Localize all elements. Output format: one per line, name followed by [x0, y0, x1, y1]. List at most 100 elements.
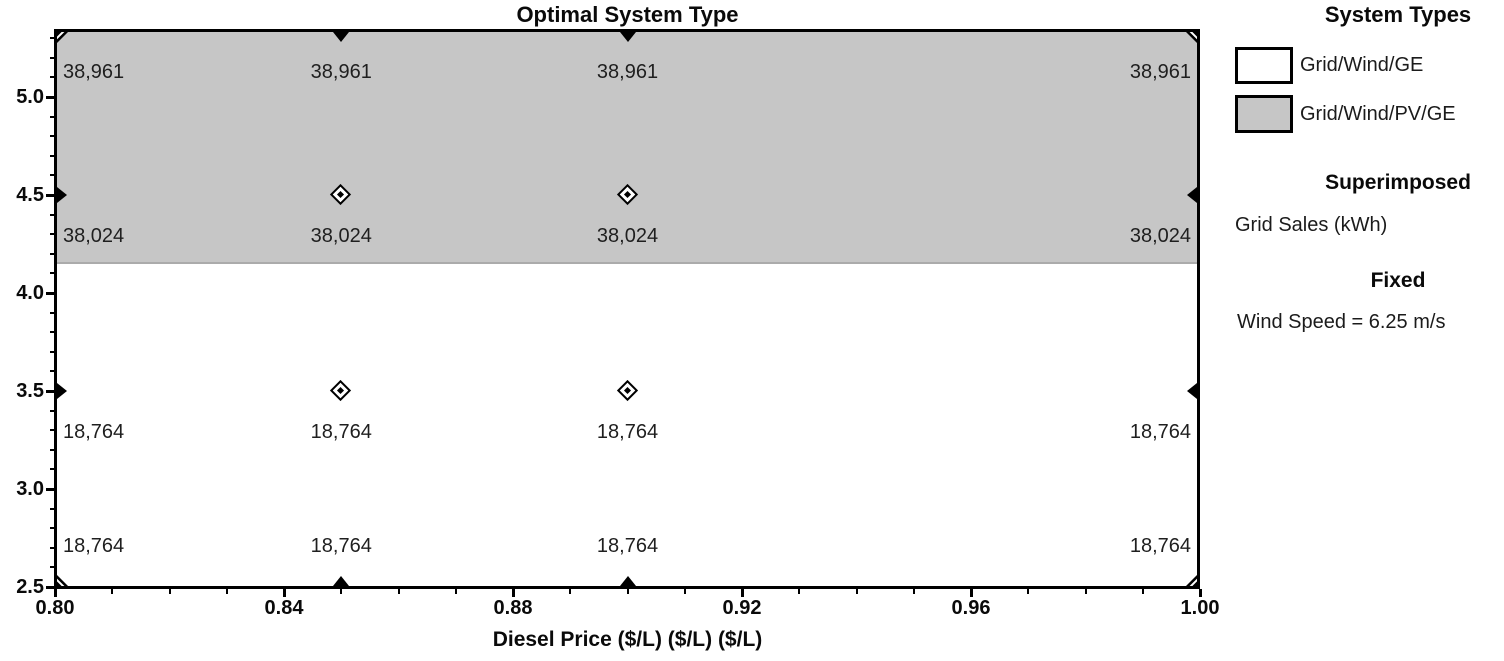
y-minor-tick: [50, 213, 54, 216]
x-minor-tick: [1084, 589, 1087, 594]
grid-sales-label: 38,024: [63, 225, 125, 247]
x-tick-label: 0.96: [951, 597, 991, 619]
legend-superimposed-value: Grid Sales (kWh): [1235, 214, 1388, 236]
y-major-tick: [46, 389, 54, 393]
y-tick-label: 4.5: [16, 184, 44, 206]
y-minor-tick: [50, 527, 54, 530]
grid-sales-label: 18,764: [310, 421, 372, 443]
x-minor-tick: [397, 589, 400, 594]
y-minor-tick: [50, 174, 54, 177]
corner-marker: [1186, 32, 1197, 43]
legend-swatch-grid-wind-pv-ge: [1235, 95, 1293, 133]
edge-marker-right: [57, 383, 67, 399]
y-minor-tick: [50, 37, 54, 40]
y-tick-label: 4.0: [16, 282, 44, 304]
grid-sales-label: 38,961: [1129, 61, 1191, 83]
plot-right-border: [1197, 29, 1200, 589]
x-minor-tick: [454, 589, 457, 594]
x-major-tick: [511, 589, 515, 597]
y-tick-label: 5.0: [16, 86, 44, 108]
x-major-tick: [740, 589, 744, 597]
y-major-tick: [46, 487, 54, 491]
grid-sales-label: 38,024: [310, 225, 372, 247]
chart-title: Optimal System Type: [516, 2, 739, 27]
y-minor-tick: [50, 135, 54, 138]
y-minor-tick: [50, 566, 54, 569]
y-minor-tick: [50, 272, 54, 275]
x-minor-tick: [111, 589, 114, 594]
y-minor-tick: [50, 76, 54, 79]
y-tick-label: 3.0: [16, 478, 44, 500]
region-grid-wind-ge: [57, 263, 1197, 586]
legend-swatch-grid-wind-ge: [1235, 47, 1293, 84]
grid-sales-label: 18,764: [596, 535, 659, 557]
grid-sales-label: 38,961: [63, 61, 125, 83]
y-axis-line: [54, 29, 57, 589]
y-minor-tick: [50, 56, 54, 59]
x-tick-label: 0.92: [722, 597, 762, 619]
grid-sales-label: 18,764: [310, 535, 372, 557]
y-minor-tick: [50, 429, 54, 432]
x-minor-tick: [683, 589, 686, 594]
x-major-tick: [969, 589, 973, 597]
y-minor-tick: [50, 311, 54, 314]
y-minor-tick: [50, 468, 54, 471]
grid-sales-label: 38,024: [1129, 225, 1191, 247]
legend-label-grid-wind-ge: Grid/Wind/GE: [1300, 54, 1424, 76]
plot-top-border: [54, 29, 1200, 32]
y-major-tick: [46, 193, 54, 197]
grid-sales-label: 38,961: [596, 61, 659, 83]
x-tick-label: 0.80: [35, 597, 75, 619]
corner-marker: [1186, 575, 1197, 586]
y-tick-label: 3.5: [16, 380, 44, 402]
legend-heading-system-types: System Types: [1324, 2, 1472, 27]
y-minor-tick: [50, 233, 54, 236]
edge-marker-left: [1187, 383, 1197, 399]
x-axis-title: Diesel Price ($/L) ($/L) ($/L): [492, 628, 763, 651]
x-major-tick: [1198, 589, 1202, 597]
x-tick-label: 1.00: [1180, 597, 1220, 619]
x-minor-tick: [569, 589, 572, 594]
x-minor-tick: [1141, 589, 1144, 594]
y-major-tick: [46, 291, 54, 295]
y-minor-tick: [50, 507, 54, 510]
x-minor-tick: [798, 589, 801, 594]
x-tick-label: 0.84: [264, 597, 304, 619]
grid-sales-label: 38,961: [310, 61, 372, 83]
x-minor-tick: [626, 589, 629, 594]
y-minor-tick: [50, 448, 54, 451]
grid-sales-label: 18,764: [63, 421, 125, 443]
x-minor-tick: [340, 589, 343, 594]
y-minor-tick: [50, 115, 54, 118]
y-minor-tick: [50, 370, 54, 373]
y-major-tick: [46, 95, 54, 99]
grid-sales-label: 18,764: [596, 421, 659, 443]
y-minor-tick: [50, 546, 54, 549]
edge-marker-up: [619, 576, 636, 586]
y-major-tick: [46, 585, 54, 589]
y-minor-tick: [50, 409, 54, 412]
edge-marker-up: [333, 576, 350, 586]
grid-sales-label: 18,764: [63, 535, 125, 557]
y-minor-tick: [50, 331, 54, 334]
grid-sales-label: 38,024: [596, 225, 659, 247]
x-major-tick: [53, 589, 57, 597]
region-grid-wind-pv-ge: [57, 32, 1197, 264]
y-minor-tick: [50, 154, 54, 157]
grid-sales-label: 18,764: [1129, 535, 1191, 557]
x-tick-label: 0.88: [493, 597, 533, 619]
edge-marker-down: [619, 32, 636, 42]
x-minor-tick: [168, 589, 171, 594]
y-tick-label: 2.5: [16, 576, 44, 598]
edge-marker-right: [57, 187, 67, 203]
legend-heading-superimposed: Superimposed: [1325, 171, 1471, 194]
x-major-tick: [282, 589, 286, 597]
y-minor-tick: [50, 252, 54, 255]
legend-label-grid-wind-pv-ge: Grid/Wind/PV/GE: [1300, 103, 1456, 125]
x-axis-line: [54, 586, 1200, 589]
y-minor-tick: [50, 350, 54, 353]
legend-heading-fixed: Fixed: [1370, 269, 1426, 292]
x-minor-tick: [912, 589, 915, 594]
edge-marker-left: [1187, 187, 1197, 203]
